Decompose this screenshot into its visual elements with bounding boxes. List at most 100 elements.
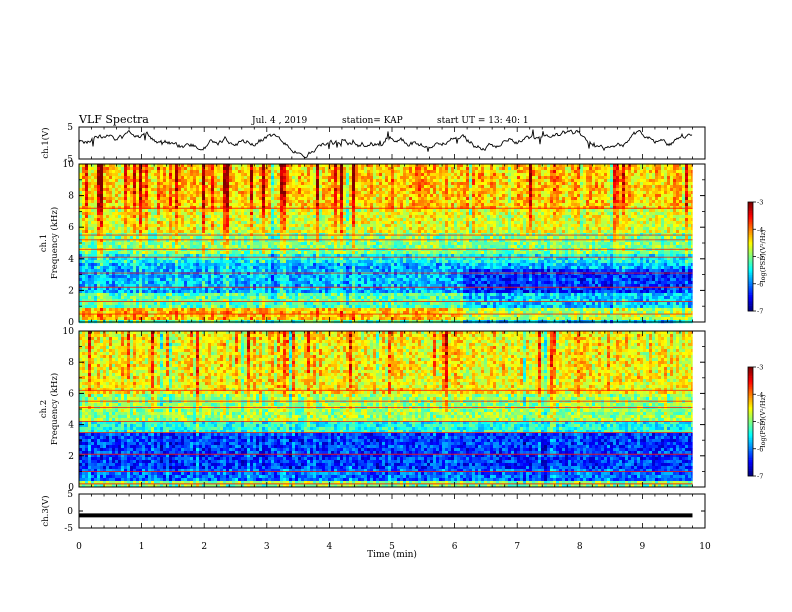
spectrogram-cell <box>454 170 457 173</box>
spectrogram-cell <box>346 170 349 173</box>
spectrogram-cell <box>460 188 463 191</box>
spectrogram-cell <box>226 191 229 194</box>
spectrogram-cell <box>175 182 178 185</box>
spectrogram-cell <box>403 194 406 197</box>
spectrogram-cell <box>289 194 292 197</box>
spectrogram-cell <box>496 185 499 188</box>
spectrogram-cell <box>424 179 427 182</box>
spectrogram-cell <box>592 197 595 200</box>
spectrogram-cell <box>646 191 649 194</box>
spectrogram-cell <box>349 182 352 185</box>
spectrogram-cell <box>640 218 643 221</box>
spectrogram-cell <box>475 176 478 179</box>
spectrogram-cell <box>676 233 679 236</box>
spectrogram-cell <box>604 173 607 176</box>
spectrogram-cell <box>127 203 130 206</box>
spectrogram-cell <box>133 215 136 218</box>
spectrogram-cell <box>328 191 331 194</box>
spectrogram-cell <box>220 170 223 173</box>
spectrogram-cell <box>640 221 643 224</box>
spectrogram-cell <box>307 182 310 185</box>
spectrogram-cell <box>301 167 304 170</box>
spectrogram-cell <box>421 179 424 182</box>
spectrogram-cell <box>403 200 406 203</box>
spectrogram-cell <box>211 197 214 200</box>
spectrogram-cell <box>655 215 658 218</box>
spectrogram-cell <box>130 179 133 182</box>
spectrogram-cell <box>157 230 160 233</box>
spectrogram-cell <box>142 170 145 173</box>
spectrogram-cell <box>547 206 550 209</box>
spectrogram-cell <box>154 233 157 236</box>
spectrogram-cell <box>226 188 229 191</box>
spectrogram-cell <box>160 176 163 179</box>
spectrogram-cell <box>85 203 88 206</box>
spectrogram-cell <box>286 188 289 191</box>
spectrogram-cell <box>385 212 388 215</box>
spectrogram-cell <box>598 224 601 227</box>
spectrogram-cell <box>106 224 109 227</box>
spectrogram-cell <box>106 236 109 239</box>
spectrogram-cell <box>379 191 382 194</box>
spectrogram-cell <box>82 170 85 173</box>
spectrogram-cell <box>457 188 460 191</box>
spectrogram-cell <box>514 170 517 173</box>
spectrogram-cell <box>154 179 157 182</box>
spectrogram-cell <box>541 209 544 212</box>
spectrogram-cell <box>211 203 214 206</box>
spectrogram-cell <box>301 224 304 227</box>
spectrogram-cell <box>199 173 202 176</box>
spectrogram-cell <box>94 233 97 236</box>
spectrogram-cell <box>367 224 370 227</box>
spectrogram-cell <box>166 236 169 239</box>
spectrogram-cell <box>649 233 652 236</box>
spectrogram-cell <box>373 170 376 173</box>
spectrogram-cell <box>178 197 181 200</box>
spectrogram-cell <box>124 221 127 224</box>
spectrogram-cell <box>547 209 550 212</box>
spectrogram-cell <box>319 200 322 203</box>
spectrogram-cell <box>466 200 469 203</box>
spectrogram-cell <box>433 221 436 224</box>
spectrogram-cell <box>454 185 457 188</box>
spectrogram-cell <box>265 206 268 209</box>
spectrogram-cell <box>448 185 451 188</box>
spectrogram-cell <box>193 197 196 200</box>
spectrogram-cell <box>508 212 511 215</box>
spectrogram-cell <box>220 179 223 182</box>
spectrogram-cell <box>598 185 601 188</box>
spectrogram-cell <box>319 230 322 233</box>
spectrogram-cell <box>403 173 406 176</box>
spectrogram-cell <box>574 197 577 200</box>
spectrogram-cell <box>205 197 208 200</box>
spectrogram-cell <box>253 194 256 197</box>
spectrogram-cell <box>415 194 418 197</box>
spectrogram-cell <box>553 215 556 218</box>
spectrogram-cell <box>148 221 151 224</box>
spectrogram-cell <box>169 173 172 176</box>
spectrogram-cell <box>400 224 403 227</box>
spectrogram-cell <box>538 191 541 194</box>
spectrogram-cell <box>367 191 370 194</box>
spectrogram-cell <box>427 179 430 182</box>
spectrogram-cell <box>211 224 214 227</box>
spectrogram-cell <box>508 197 511 200</box>
spectrogram-cell <box>559 215 562 218</box>
spectrogram-cell <box>544 224 547 227</box>
spectrogram-cell <box>175 203 178 206</box>
spectrogram-cell <box>127 173 130 176</box>
spectrogram-cell <box>211 236 214 239</box>
spectrogram-cell <box>553 212 556 215</box>
spectrogram-cell <box>583 233 586 236</box>
spectrogram-cell <box>160 218 163 221</box>
spectrogram-cell <box>652 179 655 182</box>
spectrogram-cell <box>88 170 91 173</box>
spectrogram-cell <box>328 221 331 224</box>
spectrogram-cell <box>382 182 385 185</box>
spectrogram-cell <box>142 176 145 179</box>
spectrogram-cell <box>577 206 580 209</box>
spectrogram-cell <box>376 209 379 212</box>
spectrogram-cell <box>142 197 145 200</box>
spectrogram-cell <box>499 185 502 188</box>
spectrogram-cell <box>289 206 292 209</box>
